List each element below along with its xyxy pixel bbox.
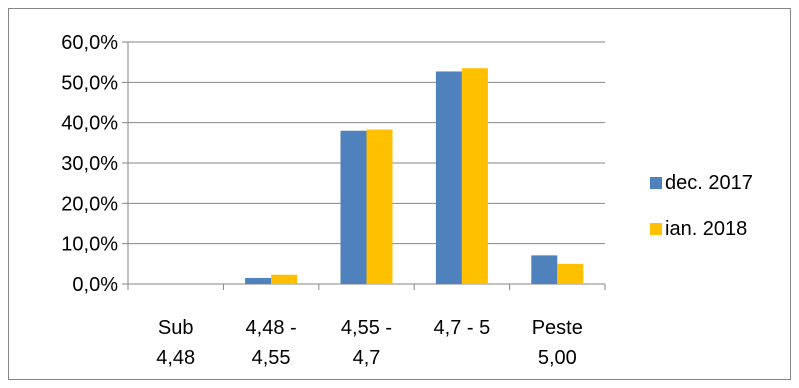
y-tick-label: 50,0% xyxy=(61,72,118,94)
legend-swatch xyxy=(650,223,662,235)
x-tick-label: 4,48 - xyxy=(246,317,297,339)
y-tick-label: 60,0% xyxy=(61,32,118,54)
x-tick-label: 4,55 - xyxy=(341,317,392,339)
legend-label: dec. 2017 xyxy=(665,172,753,194)
bar-ian-2018 xyxy=(271,274,298,284)
bar-dec-2017 xyxy=(531,255,558,284)
y-tick-label: 40,0% xyxy=(61,113,118,135)
bar-ian-2018 xyxy=(557,263,584,284)
chart-frame xyxy=(8,8,791,380)
bar-dec-2017 xyxy=(435,71,462,285)
bar-ian-2018 xyxy=(366,129,393,284)
bar-dec-2017 xyxy=(245,277,272,284)
x-tick-label: 4,7 xyxy=(353,347,381,369)
x-tick-label: 4,55 xyxy=(252,347,291,369)
y-tick-label: 20,0% xyxy=(61,193,118,215)
x-tick-label: 4,7 - 5 xyxy=(434,317,491,339)
legend-label: ian. 2018 xyxy=(665,218,747,240)
y-tick-label: 30,0% xyxy=(61,153,118,175)
bar-dec-2017 xyxy=(340,130,367,284)
x-tick-label: 4,48 xyxy=(156,347,195,369)
x-tick-label: Sub xyxy=(158,317,194,339)
y-tick-label: 10,0% xyxy=(61,234,118,256)
x-tick-label: Peste xyxy=(532,317,583,339)
y-tick-label: 0,0% xyxy=(72,274,118,296)
x-tick-label: 5,00 xyxy=(538,347,577,369)
bar-ian-2018 xyxy=(461,68,488,284)
legend-swatch xyxy=(650,177,662,189)
